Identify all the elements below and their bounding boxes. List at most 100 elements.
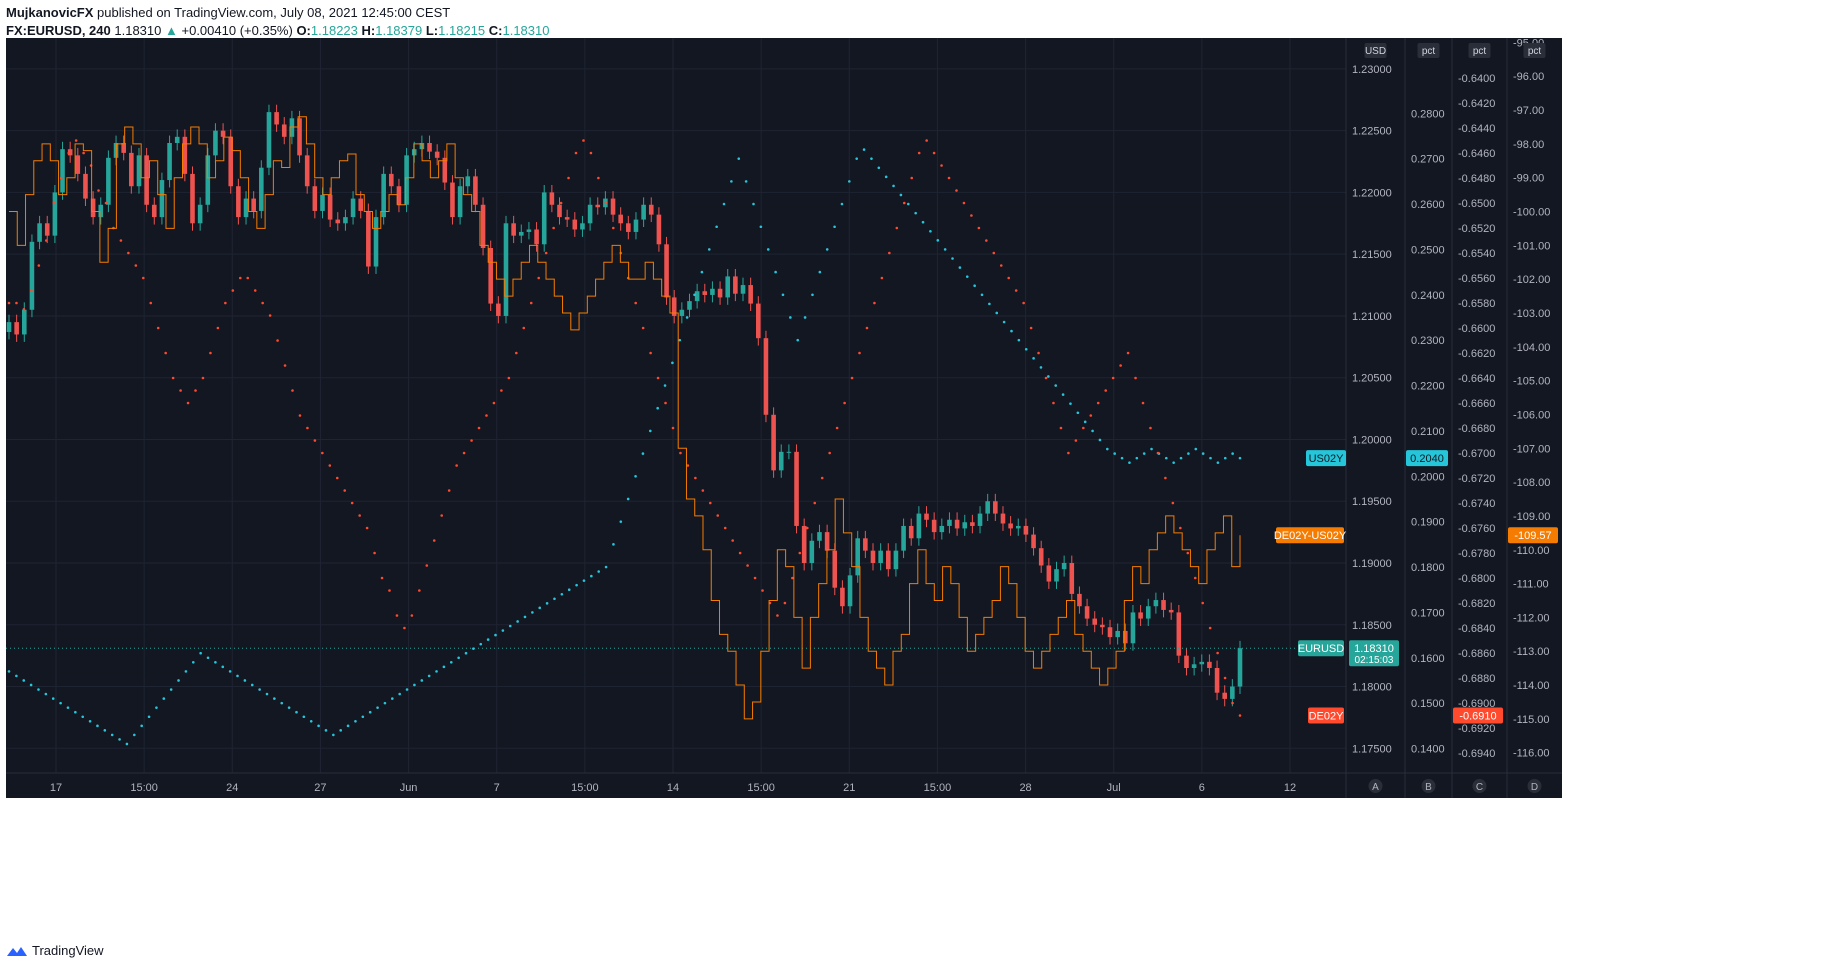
- dot-point: [295, 710, 298, 714]
- candle-body: [840, 587, 845, 607]
- price-axis-tick: -0.6460: [1458, 148, 1495, 160]
- axis-letter-badge: [1472, 779, 1487, 793]
- dot-point: [302, 715, 306, 719]
- price-axis-tick: 0.2600: [1411, 199, 1445, 211]
- dot-point: [529, 301, 533, 305]
- tradingview-logo-icon: [7, 946, 27, 956]
- dot-point: [1059, 426, 1063, 430]
- footer-brand[interactable]: TradingView: [6, 943, 104, 958]
- dot-point: [365, 526, 369, 530]
- dot-point: [194, 389, 197, 392]
- dot-point: [634, 474, 637, 478]
- axis-letter: B: [1425, 782, 1432, 793]
- last-price: 1.18310: [114, 23, 162, 38]
- dot-point: [776, 614, 779, 617]
- dot-point: [552, 226, 555, 230]
- dot-point: [1032, 357, 1035, 360]
- price-axis-tick: 0.2700: [1411, 154, 1445, 166]
- dot-point: [1194, 447, 1198, 451]
- candle-body: [52, 192, 58, 236]
- candle-body: [60, 149, 65, 193]
- dot-point: [707, 248, 711, 251]
- dot-point: [30, 289, 33, 292]
- dot-point: [1010, 329, 1013, 333]
- dot-point: [1067, 451, 1070, 455]
- price-axis-tick: -0.6800: [1458, 573, 1495, 585]
- dot-point: [855, 157, 858, 160]
- dot-point: [7, 670, 11, 673]
- dot-point: [479, 642, 483, 646]
- dot-point: [582, 139, 585, 142]
- candle-body: [1000, 513, 1006, 524]
- dot-point: [59, 701, 62, 705]
- price-axis-tick: 1.22000: [1352, 187, 1392, 199]
- candle-body: [67, 149, 73, 156]
- price-axis-tick: -0.6780: [1458, 548, 1495, 560]
- dot-point: [523, 615, 527, 619]
- dot-point: [1201, 452, 1205, 455]
- author-name[interactable]: MujkanovicFX: [6, 5, 94, 20]
- price-axis-tick: -116.00: [1513, 748, 1550, 760]
- candle-body: [1031, 534, 1036, 549]
- dot-point: [1187, 452, 1190, 455]
- dot-point: [243, 679, 247, 682]
- candle-body: [885, 550, 891, 570]
- dot-point: [958, 266, 962, 269]
- candle-body: [37, 223, 42, 242]
- dot-point: [850, 376, 854, 380]
- close-value: 1.18310: [502, 23, 550, 38]
- axis-unit-label: pct: [1528, 46, 1542, 57]
- dot-point: [324, 729, 328, 732]
- dot-point: [1007, 276, 1011, 280]
- candle-body: [1138, 612, 1143, 619]
- dot-point: [103, 729, 107, 732]
- price-axis-tick: 1.18000: [1352, 682, 1392, 694]
- dot-point: [306, 426, 309, 430]
- dot-point: [538, 606, 542, 610]
- candle-body: [182, 136, 188, 174]
- price-axis-tick: -0.6700: [1458, 448, 1495, 460]
- price-axis-tick: -0.6480: [1458, 173, 1495, 185]
- dot-point: [361, 715, 365, 719]
- axis-letter-badge: [1421, 779, 1436, 793]
- published-text: published on TradingView.com, July 08, 2…: [97, 5, 451, 20]
- candle-body: [343, 217, 348, 224]
- publisher-line: MujkanovicFX published on TradingView.co…: [6, 5, 450, 20]
- price-axis-tick: -0.6620: [1458, 348, 1495, 360]
- candle-body: [511, 223, 516, 236]
- price-axis-tick: -0.6880: [1458, 673, 1495, 685]
- candle-body: [404, 155, 409, 205]
- price-axis-tick: 1.17500: [1352, 743, 1392, 755]
- x-tick-label: 21: [843, 782, 855, 794]
- dot-point: [214, 660, 217, 664]
- candle-body: [1207, 661, 1212, 668]
- candle-body: [595, 204, 601, 208]
- dot-point: [1082, 426, 1085, 430]
- axis-letter: A: [1372, 782, 1379, 793]
- dot-point: [828, 451, 831, 455]
- dot-point: [884, 175, 888, 179]
- dot-point: [403, 626, 406, 630]
- dot-point: [464, 651, 468, 655]
- price-axis-tick: -96.00: [1513, 71, 1544, 83]
- candle-body: [289, 118, 295, 137]
- dot-point: [350, 501, 354, 505]
- dot-point: [420, 679, 424, 682]
- dot-point: [522, 326, 526, 330]
- candle-body: [503, 223, 509, 316]
- candle-body: [786, 451, 792, 453]
- dot-point: [663, 384, 667, 387]
- candle-body: [1199, 661, 1205, 665]
- dot-point: [858, 351, 861, 355]
- candle-body: [1023, 525, 1029, 535]
- price-axis-tick: 0.2400: [1411, 290, 1445, 302]
- axis-unit-label: pct: [1473, 46, 1487, 57]
- dot-point: [373, 551, 376, 555]
- dot-point: [825, 248, 829, 251]
- candle-body: [863, 538, 868, 551]
- us02y-price-badge-bg: [1406, 450, 1448, 467]
- dot-point: [118, 738, 121, 741]
- candle-body: [236, 186, 241, 218]
- candle-body: [381, 173, 386, 218]
